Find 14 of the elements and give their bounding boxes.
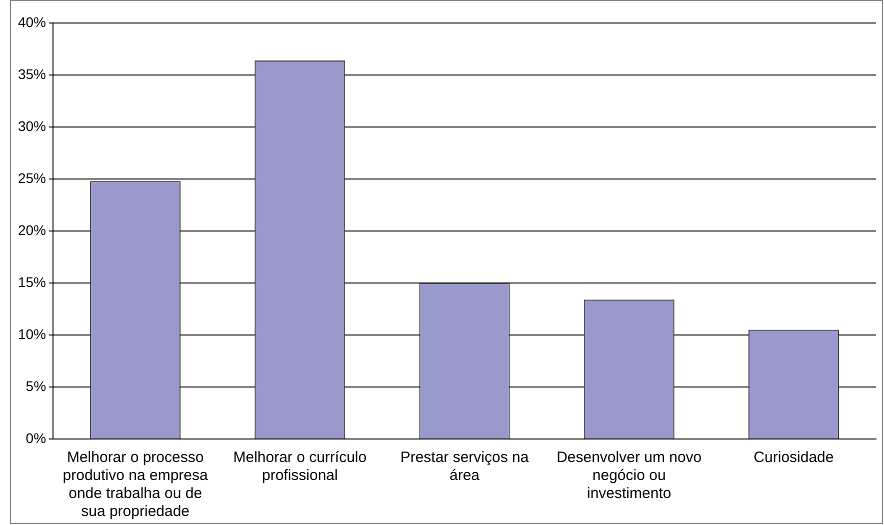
x-tick-label: Prestar serviços na área (400, 449, 530, 484)
x-tick-label: Desenvolver um novo negócio ou investimento (556, 449, 702, 502)
y-tick-label: 25% (18, 170, 46, 186)
x-tick-label: Melhorar o currículo profissional (233, 449, 367, 484)
y-tick-label: 30% (18, 118, 46, 134)
y-tick-label: 0% (26, 430, 46, 446)
y-tick-label: 10% (18, 326, 46, 342)
y-tick-label: 15% (18, 274, 46, 290)
x-tick-label: Curiosidade (754, 449, 834, 466)
y-tick-label: 5% (26, 378, 46, 394)
y-tick-label: 35% (18, 66, 46, 82)
y-tick-label: 40% (18, 14, 46, 30)
x-tick-label: Melhorar o processo produtivo na empresa onde trabalha ou de sua propriedade (62, 449, 209, 520)
y-tick-label: 20% (18, 222, 46, 238)
